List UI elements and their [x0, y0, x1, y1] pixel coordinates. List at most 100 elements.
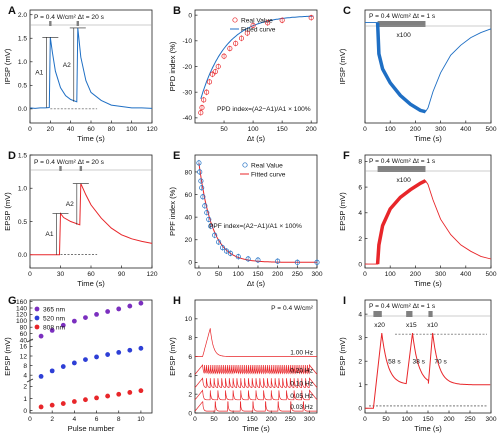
- x-tick-label: 120: [146, 126, 157, 133]
- x-tick-label: 200: [266, 416, 277, 423]
- legend-label: Real Value: [251, 162, 283, 169]
- x-tick-label: 8: [117, 416, 121, 423]
- y-tick-label: 0.5: [18, 219, 27, 226]
- y-tick-label: 1.0: [18, 59, 27, 66]
- legend-label: 520 nm: [43, 315, 66, 322]
- response-trace: [30, 183, 153, 256]
- data-point: [138, 345, 144, 351]
- y-tick-label: 0: [358, 406, 362, 413]
- y-tick-label: 0: [358, 261, 362, 268]
- x-tick-label: 4: [73, 416, 77, 423]
- data-point: [94, 395, 99, 401]
- pulse-count: x100: [396, 177, 411, 184]
- y-tick-label: -10: [182, 38, 192, 45]
- condition-label: P = 0.4 W/cm² Δt = 1 s: [369, 13, 436, 20]
- x-tick-label: 0: [193, 416, 197, 423]
- plot-frame: [194, 154, 318, 269]
- condition-label: P = 0.4 W/cm² Δt = 20 s: [34, 14, 105, 21]
- panel-letter: D: [8, 150, 16, 162]
- data-point: [49, 402, 55, 408]
- x-tick-label: 0: [363, 416, 367, 423]
- fitted-curve: [200, 15, 314, 99]
- y-tick-label: 2.0: [18, 12, 27, 19]
- x-tick-label: 0: [28, 126, 32, 133]
- data-point: [94, 354, 99, 360]
- data-point: [60, 364, 66, 369]
- panel-C: C 0 100 200 300 400 500 Time (s) IPSP (mV) P = 0.…: [338, 5, 497, 143]
- stimulus-train: [406, 311, 413, 317]
- y-tick-label: 8: [23, 363, 27, 370]
- x-tick-label: 150: [247, 416, 258, 423]
- x-tick-label: 10: [137, 416, 145, 423]
- formula-label: PPF index=(A2−A1)/A1 × 100%: [209, 223, 302, 230]
- condition-label: P = 0.4 W/cm² Δt = 20 s: [34, 159, 105, 166]
- panel-I: I 0 50 100 150 200 250 300 Time (s) EPSP (mV) 0 1 2 3…: [338, 295, 497, 433]
- legend-label: 365 nm: [43, 306, 66, 313]
- x-axis-label: Time (s): [77, 279, 105, 288]
- x-tick-label: 20: [47, 126, 55, 133]
- x-tick-label: 50: [210, 416, 218, 423]
- y-tick-label: 10: [185, 316, 193, 323]
- x-tick-label: 400: [460, 126, 471, 133]
- data-point: [71, 318, 77, 324]
- y-tick-label: 20: [185, 237, 193, 244]
- legend-marker: [232, 17, 238, 23]
- amplitude-label: A2: [66, 201, 74, 208]
- frequency-label: 0.05 Hz: [290, 393, 313, 400]
- y-axis-label: EPSP (mV): [3, 192, 12, 231]
- x-tick-label: 200: [306, 126, 317, 133]
- panel-letter: C: [343, 5, 351, 17]
- x-tick-label: 500: [485, 126, 496, 133]
- pulse-count: x10: [427, 322, 438, 329]
- x-tick-label: 0: [28, 271, 32, 278]
- stimulus-train: [428, 311, 433, 317]
- panel-D: D 0 30 60 90 120 Time (s) EPSP (mV) 0.0 0.5 1.0 1.5…: [3, 150, 158, 288]
- x-axis-label: Time (s): [242, 424, 270, 433]
- legend-label: Fitted curve: [241, 26, 276, 33]
- y-tick-label: 140: [16, 305, 27, 312]
- response-trace: [365, 180, 492, 265]
- x-tick-label: 300: [435, 126, 446, 133]
- x-tick-label: 400: [460, 271, 471, 278]
- data-point: [38, 333, 44, 339]
- y-tick-label: 0: [23, 408, 27, 415]
- frequency-label: 1.00 Hz: [290, 350, 313, 357]
- x-tick-label: 250: [464, 416, 475, 423]
- condition-label: P = 0.4 W/cm² Δt = 1 s: [369, 303, 436, 310]
- stimulus-train: [377, 21, 426, 27]
- legend-marker: [34, 324, 40, 330]
- data-point: [38, 404, 44, 410]
- data-point: [116, 306, 122, 312]
- legend-marker: [34, 315, 40, 321]
- legend-label: Real Value: [241, 17, 273, 24]
- data-point: [38, 374, 44, 379]
- data-point: [49, 368, 55, 374]
- response-trace: [29, 27, 153, 109]
- x-tick-label: 300: [304, 416, 315, 423]
- x-tick-label: 500: [485, 271, 496, 278]
- x-tick-label: 100: [233, 271, 244, 278]
- y-tick-label: 4: [358, 311, 362, 318]
- x-tick-label: 300: [435, 271, 446, 278]
- x-axis-label: Time (s): [414, 279, 442, 288]
- x-tick-label: 150: [277, 126, 288, 133]
- panel-A: A 0 20 40 60 80 100 120 Time (s) IPSP (mV) 0.0 0.5 1…: [3, 5, 158, 143]
- y-tick-label: -40: [182, 115, 192, 122]
- amplitude-label: A1: [45, 231, 53, 238]
- y-tick-label: 4: [188, 373, 192, 380]
- data-point: [105, 309, 111, 314]
- y-tick-label: 160: [16, 299, 27, 306]
- panel-B: B 50 100 150 200 Δt (s) PPD index (%) -40 -30 -20…: [168, 5, 318, 143]
- x-axis-label: Δt (s): [247, 279, 266, 288]
- y-tick-label: 8: [358, 159, 362, 166]
- x-tick-label: 50: [382, 416, 390, 423]
- data-point: [105, 352, 111, 357]
- amplitude-label: A1: [35, 69, 43, 76]
- y-tick-label: 3: [358, 335, 362, 342]
- legend-label: Fitted curve: [251, 171, 286, 178]
- x-tick-label: 0: [197, 271, 201, 278]
- data-point: [116, 350, 122, 355]
- x-tick-label: 60: [87, 271, 95, 278]
